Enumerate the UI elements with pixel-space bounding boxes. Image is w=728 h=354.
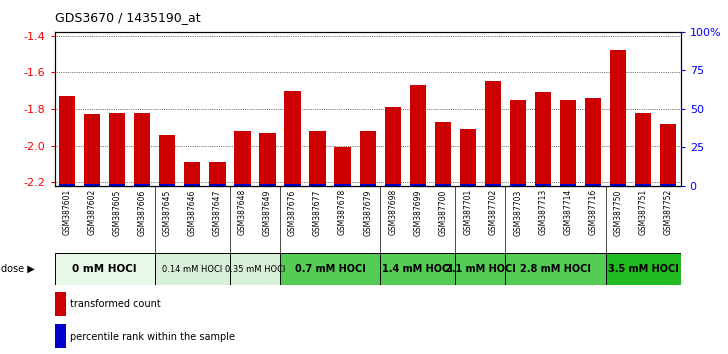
Text: 0.35 mM HOCl: 0.35 mM HOCl <box>225 264 285 274</box>
Bar <box>360 183 376 186</box>
Text: 2.8 mM HOCl: 2.8 mM HOCl <box>520 264 591 274</box>
Bar <box>59 183 75 186</box>
Text: GSM387751: GSM387751 <box>638 189 648 235</box>
Bar <box>84 114 100 186</box>
Bar <box>485 81 501 186</box>
Bar <box>134 113 151 186</box>
Text: GDS3670 / 1435190_at: GDS3670 / 1435190_at <box>55 11 200 24</box>
Bar <box>55 292 66 316</box>
Bar <box>384 183 401 186</box>
Bar <box>485 183 501 186</box>
FancyBboxPatch shape <box>455 253 505 285</box>
Text: GSM387602: GSM387602 <box>87 189 97 235</box>
Text: 2.1 mM HOCl: 2.1 mM HOCl <box>445 264 515 274</box>
Text: GSM387714: GSM387714 <box>563 189 572 235</box>
Bar <box>510 183 526 186</box>
Bar <box>459 129 476 186</box>
Text: GSM387679: GSM387679 <box>363 189 372 236</box>
Bar <box>635 113 652 186</box>
Text: GSM387750: GSM387750 <box>614 189 622 236</box>
Text: 0.7 mM HOCl: 0.7 mM HOCl <box>295 264 365 274</box>
Bar <box>159 135 175 186</box>
Bar <box>109 183 125 186</box>
Bar <box>660 124 676 186</box>
Bar <box>334 147 351 186</box>
Text: GSM387678: GSM387678 <box>338 189 347 235</box>
Bar <box>285 183 301 186</box>
Text: GSM387645: GSM387645 <box>163 189 172 236</box>
Bar <box>560 100 576 186</box>
Text: GSM387752: GSM387752 <box>664 189 673 235</box>
Bar <box>410 183 426 186</box>
Text: GSM387698: GSM387698 <box>388 189 397 235</box>
Text: GSM387648: GSM387648 <box>238 189 247 235</box>
Text: dose ▶: dose ▶ <box>1 264 34 274</box>
Bar <box>410 85 426 186</box>
Bar <box>660 183 676 186</box>
Text: transformed count: transformed count <box>71 299 161 309</box>
Text: 0.14 mM HOCl: 0.14 mM HOCl <box>162 264 223 274</box>
Bar <box>259 183 276 186</box>
Text: GSM387605: GSM387605 <box>113 189 122 236</box>
Bar <box>535 183 551 186</box>
Bar <box>209 183 226 186</box>
Bar <box>635 183 652 186</box>
Bar <box>184 162 200 186</box>
Text: GSM387700: GSM387700 <box>438 189 447 236</box>
Text: 3.5 mM HOCl: 3.5 mM HOCl <box>608 264 678 274</box>
Text: GSM387703: GSM387703 <box>513 189 523 236</box>
Bar <box>259 133 276 186</box>
Text: GSM387701: GSM387701 <box>463 189 472 235</box>
Bar <box>384 107 401 186</box>
Text: GSM387676: GSM387676 <box>288 189 297 236</box>
FancyBboxPatch shape <box>155 253 230 285</box>
Text: GSM387713: GSM387713 <box>539 189 547 235</box>
Bar <box>209 162 226 186</box>
Bar <box>334 183 351 186</box>
Bar <box>560 183 576 186</box>
Bar <box>309 183 325 186</box>
Text: GSM387649: GSM387649 <box>263 189 272 236</box>
Bar <box>134 183 151 186</box>
Bar <box>234 183 250 186</box>
Text: GSM387601: GSM387601 <box>63 189 71 235</box>
Bar <box>435 122 451 186</box>
Bar <box>535 92 551 186</box>
Bar <box>184 183 200 186</box>
Bar <box>435 183 451 186</box>
Text: GSM387716: GSM387716 <box>588 189 598 235</box>
Bar <box>109 113 125 186</box>
Text: GSM387699: GSM387699 <box>414 189 422 236</box>
FancyBboxPatch shape <box>505 253 606 285</box>
Text: GSM387606: GSM387606 <box>138 189 147 236</box>
Bar <box>610 183 626 186</box>
FancyBboxPatch shape <box>380 253 455 285</box>
Text: GSM387646: GSM387646 <box>188 189 197 236</box>
Bar <box>309 131 325 186</box>
Bar <box>360 131 376 186</box>
Bar <box>585 183 601 186</box>
Bar <box>84 183 100 186</box>
Text: GSM387702: GSM387702 <box>488 189 497 235</box>
Bar <box>285 91 301 186</box>
FancyBboxPatch shape <box>280 253 380 285</box>
Text: 0 mM HOCl: 0 mM HOCl <box>73 264 137 274</box>
Bar <box>459 183 476 186</box>
Bar <box>59 96 75 186</box>
Text: percentile rank within the sample: percentile rank within the sample <box>71 332 235 342</box>
Bar <box>510 100 526 186</box>
FancyBboxPatch shape <box>230 253 280 285</box>
Bar <box>159 183 175 186</box>
Text: GSM387677: GSM387677 <box>313 189 322 236</box>
FancyBboxPatch shape <box>606 253 681 285</box>
FancyBboxPatch shape <box>55 253 155 285</box>
Bar <box>585 98 601 186</box>
Bar <box>55 324 66 348</box>
Bar <box>234 131 250 186</box>
Text: GSM387647: GSM387647 <box>213 189 222 236</box>
Text: 1.4 mM HOCl: 1.4 mM HOCl <box>382 264 453 274</box>
Bar <box>610 50 626 186</box>
